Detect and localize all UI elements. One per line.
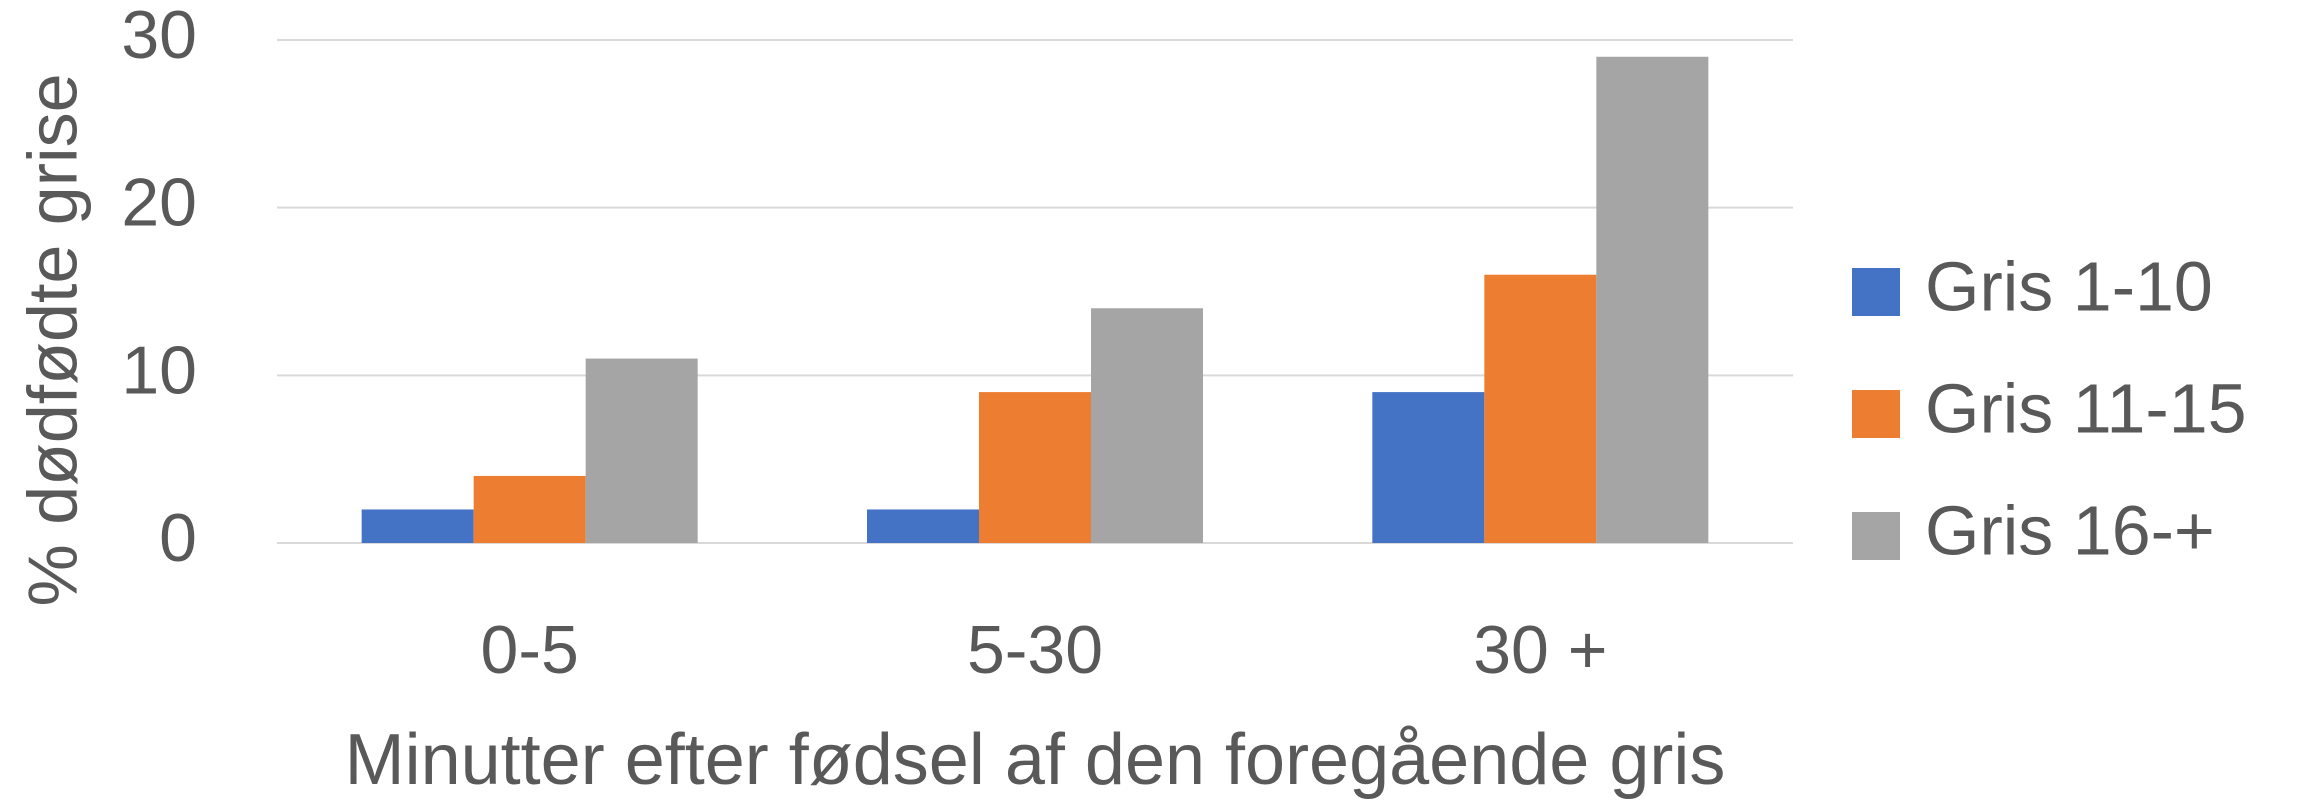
bar xyxy=(361,509,474,543)
bar xyxy=(473,475,586,543)
y-tick-label: 0 xyxy=(159,500,197,576)
legend-swatch xyxy=(1852,268,1900,316)
x-tick-label: 0-5 xyxy=(481,612,579,688)
legend-label: Gris 1-10 xyxy=(1925,247,2213,325)
x-tick-label: 5-30 xyxy=(967,612,1103,688)
bar xyxy=(1484,274,1597,543)
x-tick-label: 30 + xyxy=(1473,612,1607,688)
y-tick-label: 10 xyxy=(121,332,197,408)
legend-label: Gris 11-15 xyxy=(1925,369,2247,447)
y-tick-label: 20 xyxy=(121,165,197,241)
bar xyxy=(1091,308,1203,543)
bar xyxy=(1596,56,1709,544)
legend-label: Gris 16-+ xyxy=(1925,491,2215,569)
bar xyxy=(867,509,979,543)
legend-swatch xyxy=(1852,512,1900,560)
bar xyxy=(1372,392,1485,543)
x-axis-title: Minutter efter fødsel af den foregående … xyxy=(345,720,1726,800)
bar xyxy=(979,392,1091,543)
bar xyxy=(585,358,698,543)
legend-swatch xyxy=(1852,390,1900,438)
y-axis-title: % dødfødte grise xyxy=(13,74,91,607)
y-tick-label: 30 xyxy=(121,0,197,73)
